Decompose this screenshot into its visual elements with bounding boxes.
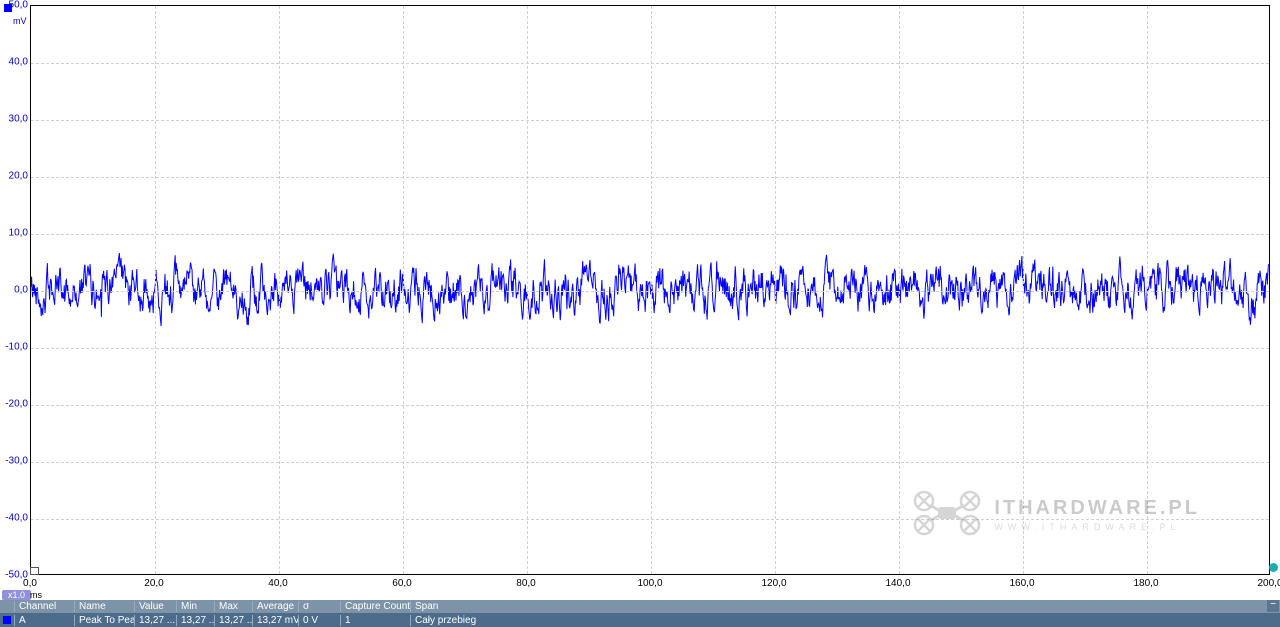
y-tick-label: 40,0 <box>9 57 28 68</box>
y-tick-label: 0,0 <box>14 285 28 296</box>
col-sigma[interactable]: σ <box>298 601 340 612</box>
table-row[interactable]: A Peak To Peak 13,27 ... 13,27 ... 13,27… <box>0 613 1280 627</box>
watermark-subtitle: WWW.ITHARDWARE.PL <box>994 522 1200 532</box>
cell-average: 13,27 mV <box>252 615 298 626</box>
x-tick-label: 160,0 <box>1009 578 1034 589</box>
y-tick-label: -20,0 <box>5 399 28 410</box>
cell-max: 13,27 ... <box>214 615 252 626</box>
x-tick-label: 60,0 <box>392 578 411 589</box>
y-tick-label: -10,0 <box>5 342 28 353</box>
cell-sigma: 0 V <box>298 615 340 626</box>
cell-span: Cały przebieg <box>410 615 1280 626</box>
col-capture-count[interactable]: Capture Count <box>340 601 410 612</box>
y-tick-label: -30,0 <box>5 456 28 467</box>
measurements-table-header: Channel Name Value Min Max Average σ Cap… <box>0 600 1280 613</box>
x-tick-label: 200,0 <box>1257 578 1280 589</box>
cell-value: 13,27 ... <box>134 615 176 626</box>
col-channel[interactable]: Channel <box>14 601 74 612</box>
y-tick-label: 20,0 <box>9 171 28 182</box>
watermark: ITHARDWARE.PL WWW.ITHARDWARE.PL <box>912 489 1200 540</box>
watermark-title: ITHARDWARE.PL <box>994 497 1200 520</box>
collapse-button[interactable]: − <box>1267 600 1279 612</box>
y-axis-unit: mV <box>13 16 27 26</box>
y-tick-label: 30,0 <box>9 114 28 125</box>
cell-name: Peak To Peak <box>74 615 134 626</box>
zoom-marker-icon[interactable] <box>30 567 39 575</box>
col-value[interactable]: Value <box>134 601 176 612</box>
y-tick-label: 50,0 <box>9 0 28 11</box>
col-span[interactable]: Span <box>410 601 1280 612</box>
cell-capture-count: 1 <box>340 615 410 626</box>
x-tick-label: 120,0 <box>761 578 786 589</box>
x-axis-unit: ms <box>30 590 42 600</box>
cell-channel: A <box>14 615 74 626</box>
oscilloscope-chart: mV -50,0-40,0-30,0-20,0-10,00,010,020,03… <box>0 0 1280 592</box>
channel-color-icon <box>3 616 11 624</box>
col-average[interactable]: Average <box>252 601 298 612</box>
x-tick-label: 0,0 <box>23 578 37 589</box>
x-zoom-badge[interactable]: x1.0 <box>2 590 31 600</box>
col-min[interactable]: Min <box>176 601 214 612</box>
col-name[interactable]: Name <box>74 601 134 612</box>
x-tick-label: 40,0 <box>268 578 287 589</box>
trigger-marker-icon[interactable] <box>1269 563 1278 572</box>
drone-icon <box>912 489 982 540</box>
x-tick-label: 20,0 <box>144 578 163 589</box>
cell-min: 13,27 ... <box>176 615 214 626</box>
x-tick-label: 180,0 <box>1133 578 1158 589</box>
x-tick-label: 100,0 <box>637 578 662 589</box>
y-tick-label: 10,0 <box>9 228 28 239</box>
x-tick-label: 80,0 <box>516 578 535 589</box>
col-max[interactable]: Max <box>214 601 252 612</box>
x-tick-label: 140,0 <box>885 578 910 589</box>
y-tick-label: -40,0 <box>5 513 28 524</box>
